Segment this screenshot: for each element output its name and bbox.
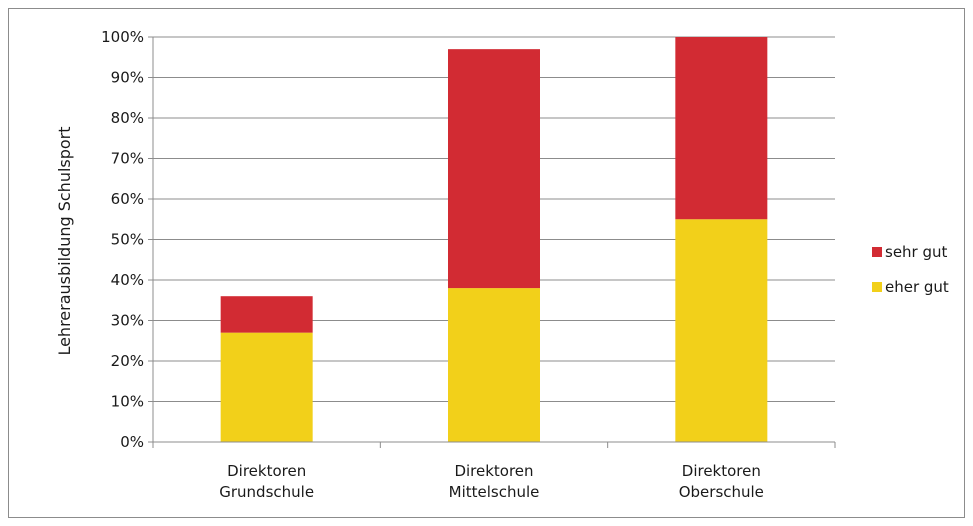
y-tick-label: 90% xyxy=(111,69,144,87)
y-tick-label: 40% xyxy=(111,271,144,289)
y-axis-label: Lehrerausbildung Schulsport xyxy=(55,126,74,355)
y-tick-label: 100% xyxy=(101,28,144,46)
bar-eher-gut-2 xyxy=(675,219,768,442)
bar-eher-gut-1 xyxy=(448,288,540,442)
x-category-label: Direktoren xyxy=(227,462,306,480)
x-category-label: Direktoren xyxy=(682,462,761,480)
y-tick-label: 50% xyxy=(111,231,144,249)
legend-label: sehr gut xyxy=(885,243,948,261)
y-tick-label: 0% xyxy=(120,433,144,451)
x-category-label: Oberschule xyxy=(679,483,764,501)
y-tick-label: 60% xyxy=(111,190,144,208)
x-category-label: Direktoren xyxy=(454,462,533,480)
legend: sehr gut eher gut xyxy=(872,243,949,296)
y-tick-label: 30% xyxy=(111,312,144,330)
bar-sehr-gut-0 xyxy=(220,296,313,333)
bar-sehr-gut-1 xyxy=(448,49,540,289)
bar-sehr-gut-2 xyxy=(675,37,768,220)
x-category-label: Mittelschule xyxy=(449,483,540,501)
bar-eher-gut-0 xyxy=(220,332,313,442)
legend-swatch xyxy=(872,282,882,292)
y-tick-labels: 0% 10% 20% 30% 40% 50% 60% 70% 80% 90% 100% xyxy=(101,28,144,451)
legend-swatch xyxy=(872,247,882,257)
y-tick-label: 70% xyxy=(111,150,144,168)
bars xyxy=(220,37,768,442)
y-tick-label: 80% xyxy=(111,109,144,127)
x-category-label: Grundschule xyxy=(219,483,314,501)
axes xyxy=(148,36,836,448)
y-tick-label: 20% xyxy=(111,352,144,370)
x-category-labels: Direktoren Grundschule Direktoren Mittelsch… xyxy=(219,462,764,501)
y-tick-label: 10% xyxy=(111,393,144,411)
legend-label: eher gut xyxy=(885,278,949,296)
